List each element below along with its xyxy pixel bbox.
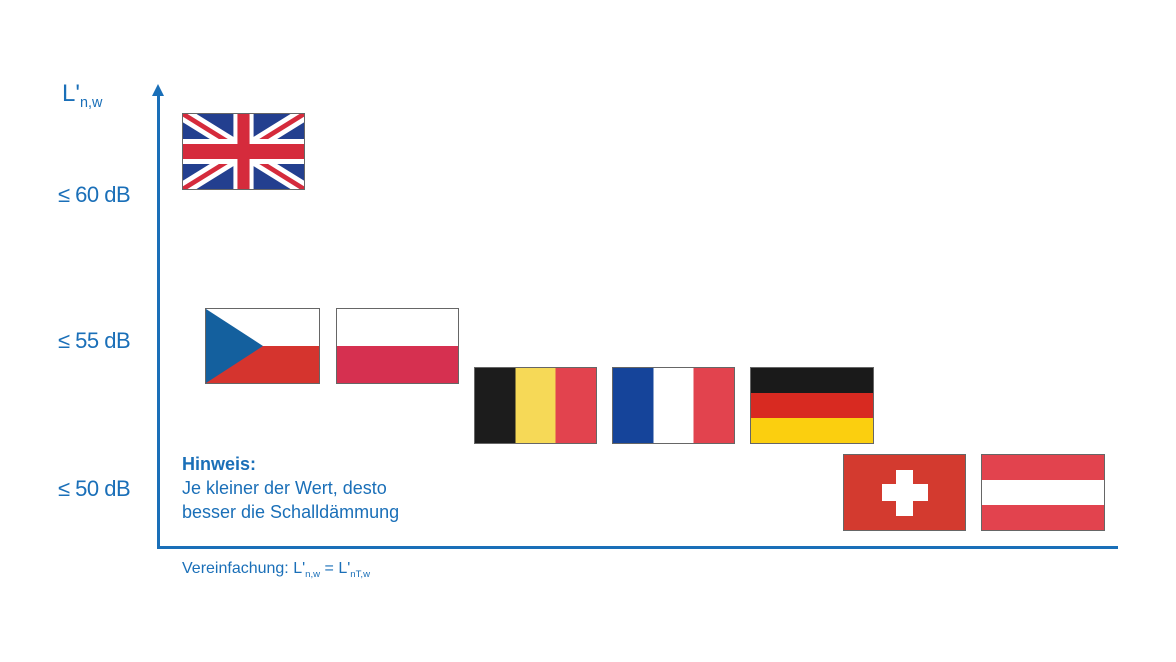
cz-flag [205, 308, 320, 384]
hint-title: Hinweis: [182, 454, 257, 474]
y-tick-label: ≤ 50 dB [58, 476, 131, 501]
ch-flag [843, 454, 966, 531]
hint-box: Hinweis: Je kleiner der Wert, desto bess… [182, 452, 399, 524]
swiss-cross [882, 484, 928, 501]
y-axis-title: L'n,w [62, 80, 103, 111]
hint-line: Je kleiner der Wert, desto [182, 478, 387, 498]
at-flag [981, 454, 1105, 531]
simplification-note: Vereinfachung: L'n,w = L'nT,w [182, 560, 371, 581]
be-flag [474, 367, 597, 444]
y-tick-label: ≤ 55 dB [58, 328, 131, 353]
de-flag [750, 367, 874, 444]
y-tick-label: ≤ 60 dB [58, 182, 131, 207]
y-axis [157, 92, 160, 548]
uk-flag [182, 113, 305, 190]
x-axis [157, 546, 1118, 549]
pl-flag [336, 308, 459, 384]
fr-flag [612, 367, 735, 444]
y-axis-arrow-icon [152, 84, 164, 96]
hint-line: besser die Schalldämmung [182, 502, 400, 522]
